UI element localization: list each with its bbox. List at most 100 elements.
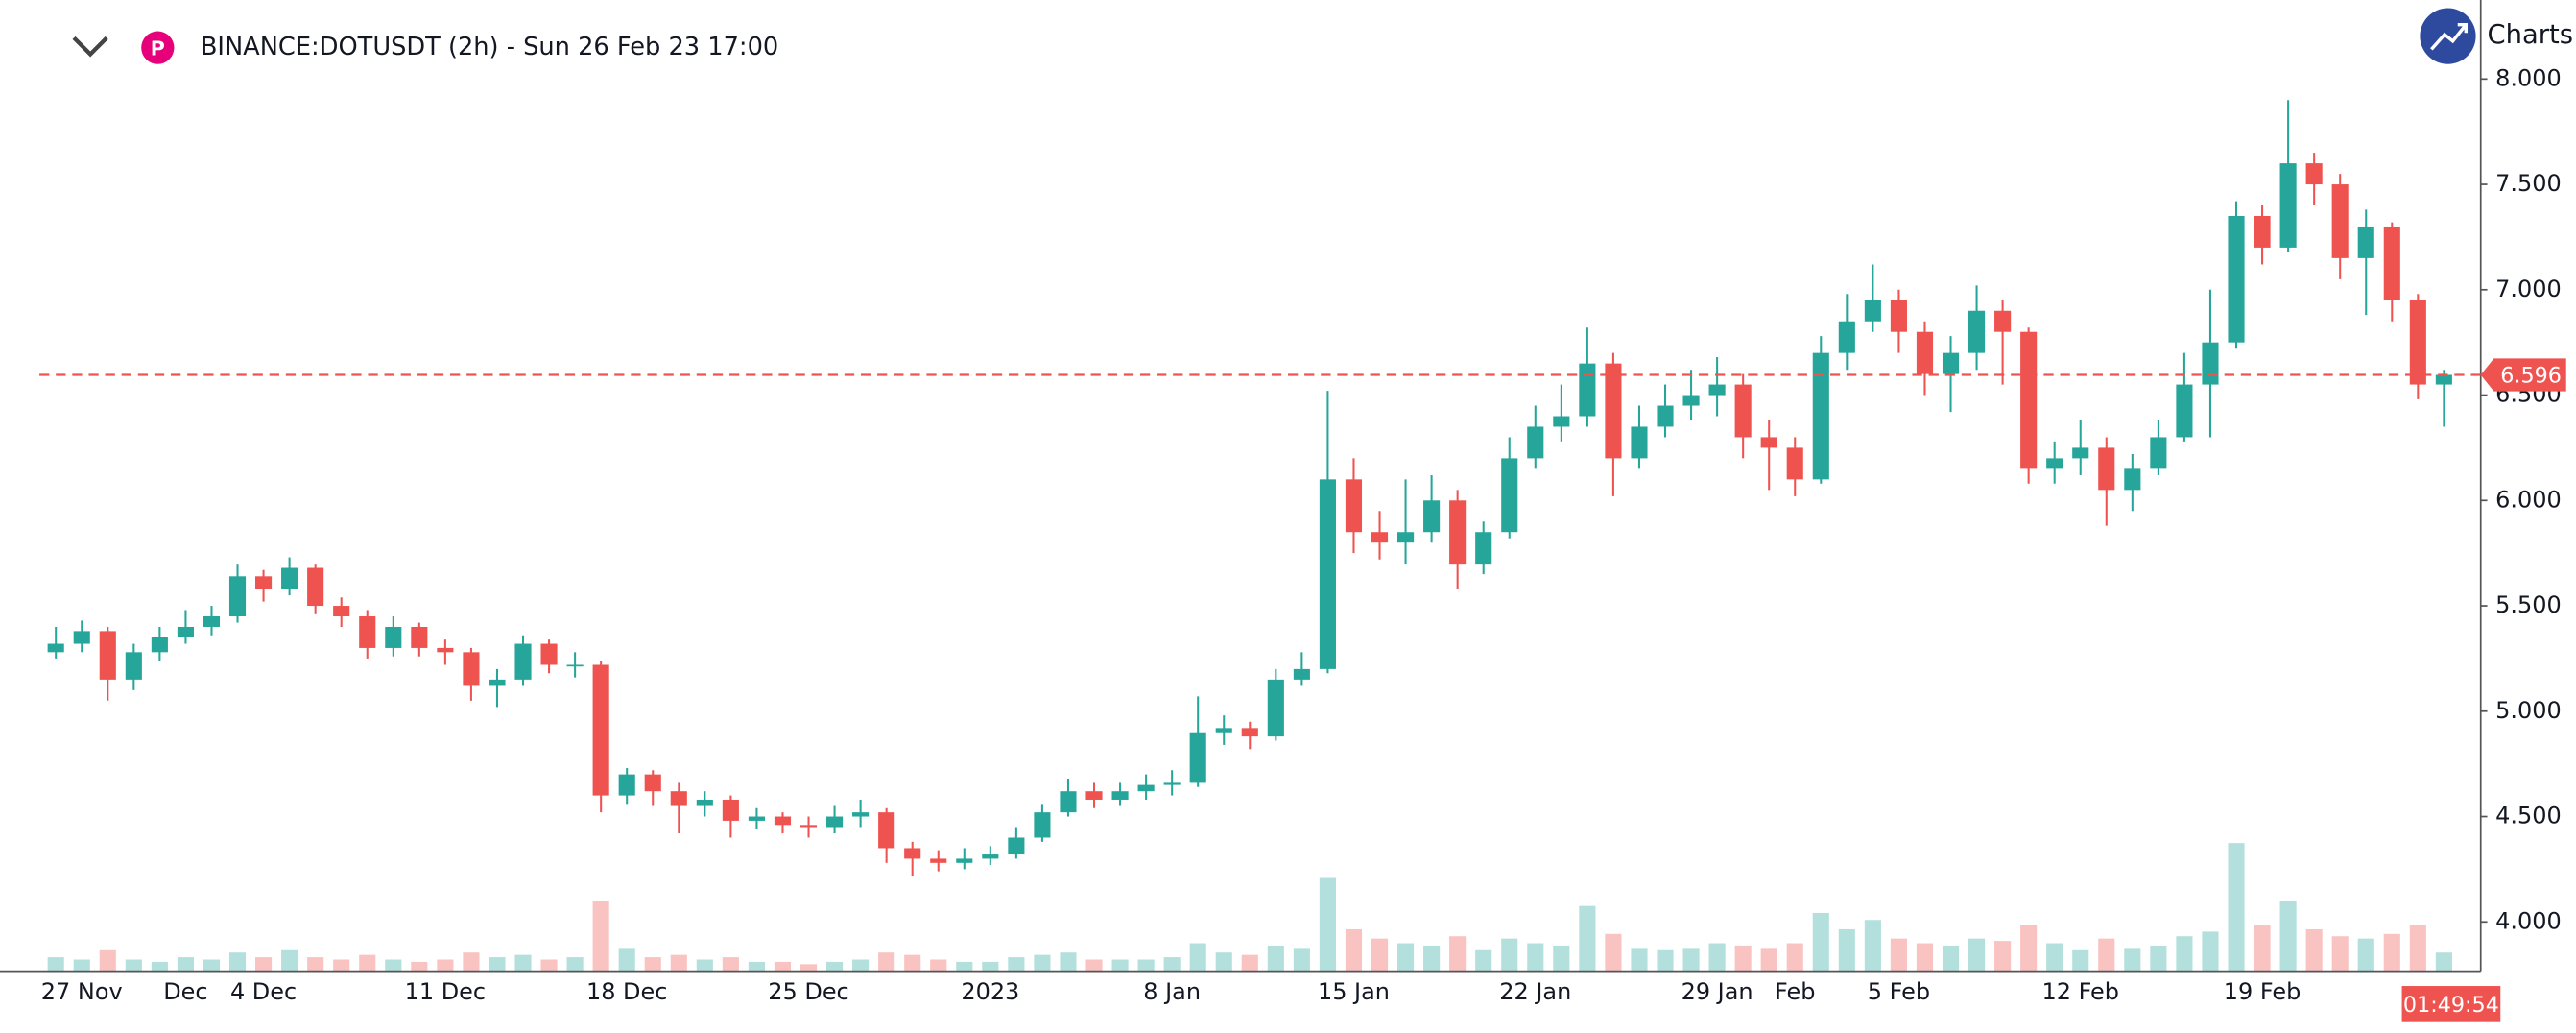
candle-body bbox=[1527, 426, 1544, 459]
candle-body bbox=[2124, 468, 2141, 491]
candle-body bbox=[2046, 458, 2063, 469]
volume-bar bbox=[1605, 933, 1622, 972]
volume-bar bbox=[1267, 945, 1284, 972]
candle-body bbox=[930, 858, 947, 863]
candle-body bbox=[826, 816, 844, 828]
x-tick-label: 15 Jan bbox=[1318, 978, 1390, 1005]
candle-body bbox=[1916, 331, 1934, 374]
x-tick-label: 29 Jan bbox=[1682, 978, 1753, 1005]
candle-body bbox=[1293, 668, 1310, 680]
volume-bar bbox=[696, 959, 713, 972]
candle-body bbox=[618, 774, 635, 796]
candle-body bbox=[644, 774, 661, 792]
candle-body bbox=[1838, 321, 1855, 353]
volume-bar bbox=[566, 957, 584, 972]
candle-body bbox=[1942, 352, 1960, 374]
symbol-title: BINANCE:DOTUSDT (2h) - Sun 26 Feb 23 17:… bbox=[201, 33, 778, 61]
candle-body bbox=[437, 647, 454, 653]
volume-bar bbox=[1034, 954, 1051, 972]
candle-body bbox=[2305, 163, 2323, 185]
countdown-label: 01:49:54 bbox=[2403, 993, 2499, 1018]
candle-body bbox=[696, 799, 713, 806]
candle-body bbox=[1553, 416, 1570, 427]
candle-body bbox=[1111, 791, 1129, 800]
volume-bar bbox=[2098, 938, 2115, 972]
candle-body bbox=[125, 652, 142, 680]
collapse-chevron[interactable] bbox=[72, 36, 108, 58]
candle-body bbox=[2150, 437, 2167, 469]
volume-bar bbox=[514, 954, 532, 972]
volume-bar bbox=[1215, 952, 1232, 972]
candle-body bbox=[2357, 226, 2374, 258]
candle-body bbox=[255, 576, 273, 589]
last-price-tag bbox=[2480, 358, 2566, 392]
candle-body bbox=[1475, 532, 1492, 565]
candle-body bbox=[1345, 479, 1363, 533]
volume-bar bbox=[489, 957, 506, 972]
y-tick-label: 5.500 bbox=[2495, 591, 2562, 618]
volume-bar bbox=[1812, 912, 1829, 972]
candle-body bbox=[411, 626, 428, 648]
candle-body bbox=[1812, 352, 1829, 480]
volume-bar bbox=[1994, 941, 2012, 972]
candle-body bbox=[385, 626, 402, 648]
x-tick-label: 5 Feb bbox=[1868, 978, 1930, 1005]
candle-body bbox=[722, 799, 739, 821]
volume-bar bbox=[1345, 928, 1363, 972]
volume-bar bbox=[177, 957, 194, 972]
candle-body bbox=[956, 858, 973, 863]
volume-bar bbox=[1786, 943, 1803, 972]
candle-body bbox=[463, 652, 480, 686]
volume-bar bbox=[1008, 957, 1025, 972]
volume-bar bbox=[540, 959, 558, 972]
candle-body bbox=[1994, 310, 2012, 332]
countdown-box bbox=[2401, 986, 2501, 1022]
candle-body bbox=[47, 643, 64, 653]
volume-bar bbox=[1163, 957, 1181, 972]
candle-body bbox=[1008, 837, 1025, 855]
candle-body bbox=[852, 812, 870, 817]
candle-body bbox=[540, 643, 558, 665]
candle-body bbox=[1631, 426, 1648, 459]
candle-body bbox=[151, 637, 168, 653]
volume-bar bbox=[2383, 933, 2400, 972]
candle-body bbox=[774, 816, 792, 826]
volume-bar bbox=[2254, 925, 2271, 972]
volume-bar bbox=[748, 961, 765, 972]
x-tick-label: 18 Dec bbox=[586, 978, 667, 1005]
candle-body bbox=[1215, 728, 1232, 733]
volume-bar bbox=[1319, 877, 1336, 972]
volume-bar bbox=[1631, 948, 1648, 972]
x-tick-label: Feb bbox=[1775, 978, 1815, 1005]
candle-body bbox=[1397, 532, 1415, 543]
candle-body bbox=[203, 616, 221, 627]
candle-body bbox=[359, 616, 376, 648]
candle-body bbox=[489, 679, 506, 686]
volume-bar bbox=[1111, 959, 1129, 972]
volume-bar bbox=[592, 901, 609, 972]
volume-bar bbox=[1942, 945, 1960, 972]
volume-bar bbox=[1968, 938, 1986, 972]
brand-text[interactable]: Charts p bbox=[2488, 20, 2576, 50]
volume-bar bbox=[1423, 945, 1441, 972]
volume-bar bbox=[203, 959, 221, 972]
volume-bar bbox=[1293, 948, 1310, 972]
candle-body bbox=[1137, 784, 1155, 792]
candle-body bbox=[1085, 791, 1103, 800]
volume-bar bbox=[1060, 952, 1077, 972]
volume-bar bbox=[930, 959, 947, 972]
volume-bar bbox=[2124, 948, 2141, 972]
volume-bar bbox=[1682, 948, 1700, 972]
candle-body bbox=[2409, 300, 2426, 385]
y-tick-label: 7.000 bbox=[2495, 276, 2562, 302]
volume-bar bbox=[904, 954, 921, 972]
x-tick-label: 22 Jan bbox=[1499, 978, 1571, 1005]
candle-body bbox=[307, 567, 324, 607]
x-tick-label: 8 Jan bbox=[1143, 978, 1201, 1005]
volume-bar bbox=[2357, 938, 2374, 972]
volume-bar bbox=[2228, 843, 2245, 972]
candle-body bbox=[1319, 479, 1336, 669]
x-tick-label: 12 Feb bbox=[2041, 978, 2119, 1005]
volume-bar bbox=[1760, 948, 1777, 972]
